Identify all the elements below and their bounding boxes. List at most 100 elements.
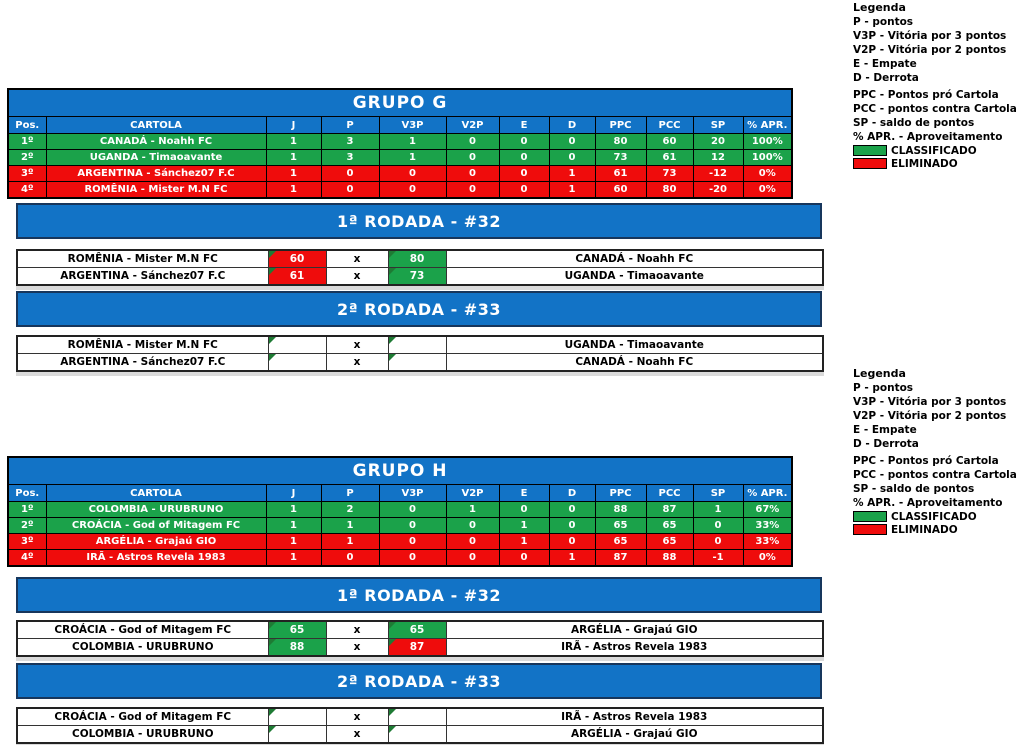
col-header-sp: SP <box>692 484 744 502</box>
sp-cell: -1 <box>692 549 744 567</box>
separator-cell: x <box>325 638 389 657</box>
home-team-cell: COLOMBIA - URUBRUNO <box>16 638 269 657</box>
excel-flag-icon <box>269 726 276 733</box>
col-header-pcc: PCC <box>645 484 694 502</box>
home-team-cell: COLOMBIA - URUBRUNO <box>16 725 269 744</box>
ppc-cell: 60 <box>594 181 647 199</box>
round-banner: 1ª RODADA - #32 <box>16 203 822 239</box>
standings-header-row: Pos. CARTOLA J P V3P V2P E D PPC PCC SP … <box>7 484 793 502</box>
away-score-cell[interactable]: 80 <box>387 249 447 268</box>
j-cell: 1 <box>265 517 322 534</box>
group-h-round-2-matches: CROÁCIA - God of Mitagem FC x IRÃ - Astr… <box>16 707 824 744</box>
legend-classified-row: CLASSIFICADO <box>853 144 1024 157</box>
away-score-cell[interactable] <box>387 725 447 744</box>
pos-cell: 2º <box>7 149 47 166</box>
away-team-cell: CANADÁ - Noahh FC <box>445 353 824 372</box>
legend-line: D - Derrota <box>853 72 919 84</box>
col-header-p: P <box>320 116 380 134</box>
v3p-cell: 0 <box>378 165 447 182</box>
j-cell: 1 <box>265 181 322 199</box>
legend-line: PCC - pontos contra Cartola <box>853 469 1017 481</box>
away-score-cell[interactable] <box>387 707 447 726</box>
home-score-cell[interactable] <box>267 725 327 744</box>
home-score: 61 <box>289 270 305 282</box>
legend-eliminated-row: ELIMINADO <box>853 157 1024 170</box>
legend-line: % APR. - Aproveitamento <box>853 131 1003 143</box>
d-cell: 0 <box>548 501 596 518</box>
match-row: CROÁCIA - God of Mitagem FC x IRÃ - Astr… <box>16 707 824 726</box>
pos-cell: 3º <box>7 165 47 182</box>
d-cell: 0 <box>548 517 596 534</box>
cartola-cell: UGANDA - Timaoavante <box>45 149 267 166</box>
sp-cell: -20 <box>692 181 744 199</box>
away-score-cell[interactable] <box>387 335 447 354</box>
j-cell: 1 <box>265 533 322 550</box>
eliminated-label: ELIMINADO <box>891 523 958 536</box>
e-cell: 0 <box>498 501 550 518</box>
e-cell: 1 <box>498 533 550 550</box>
away-score-cell[interactable]: 73 <box>387 267 447 286</box>
excel-flag-icon <box>389 709 396 716</box>
away-team-cell: UGANDA - Timaoavante <box>445 335 824 354</box>
home-score-cell[interactable]: 88 <box>267 638 327 657</box>
v2p-cell: 0 <box>445 149 500 166</box>
home-team-cell: ROMÊNIA - Mister M.N FC <box>16 249 269 268</box>
apr-cell: 67% <box>742 501 793 518</box>
legend-line: % APR. - Aproveitamento <box>853 497 1003 509</box>
excel-flag-icon <box>269 337 276 344</box>
cartola-cell: CROÁCIA - God of Mitagem FC <box>45 517 267 534</box>
pcc-cell: 60 <box>645 133 694 150</box>
standings-row: 3º ARGENTINA - Sánchez07 F.C 1 0 0 0 0 1… <box>7 165 793 182</box>
j-cell: 1 <box>265 165 322 182</box>
away-score-cell[interactable]: 65 <box>387 620 447 639</box>
home-score-cell[interactable]: 60 <box>267 249 327 268</box>
col-header-apr: % APR. <box>742 116 793 134</box>
v3p-cell: 1 <box>378 149 447 166</box>
home-team-cell: ARGENTINA - Sánchez07 F.C <box>16 353 269 372</box>
legend-line: V3P - Vitória por 3 pontos <box>853 396 1007 408</box>
excel-flag-icon <box>269 622 276 629</box>
pos-cell: 4º <box>7 549 47 567</box>
d-cell: 0 <box>548 133 596 150</box>
col-header-e: E <box>498 484 550 502</box>
col-header-v2p: V2P <box>445 116 500 134</box>
home-score-cell[interactable]: 61 <box>267 267 327 286</box>
excel-flag-icon <box>269 251 276 258</box>
d-cell: 1 <box>548 165 596 182</box>
match-row: ARGENTINA - Sánchez07 F.C 61 x 73 UGANDA… <box>16 267 824 286</box>
classified-label: CLASSIFICADO <box>891 510 977 523</box>
legend-line: SP - saldo de pontos <box>853 117 975 129</box>
home-score-cell[interactable] <box>267 353 327 372</box>
excel-flag-icon <box>269 639 276 646</box>
v2p-cell: 0 <box>445 517 500 534</box>
col-header-sp: SP <box>692 116 744 134</box>
round-title: 1ª RODADA - #32 <box>337 211 501 231</box>
group-title: GRUPO H <box>7 456 793 485</box>
round-banner: 2ª RODADA - #33 <box>16 291 822 327</box>
group-title: GRUPO G <box>7 88 793 117</box>
ppc-cell: 87 <box>594 549 647 567</box>
eliminated-swatch <box>853 158 887 169</box>
v2p-cell: 0 <box>445 165 500 182</box>
away-score-cell[interactable] <box>387 353 447 372</box>
apr-cell: 0% <box>742 549 793 567</box>
home-score-cell[interactable]: 65 <box>267 620 327 639</box>
home-score-cell[interactable] <box>267 707 327 726</box>
standings-row: 1º COLOMBIA - URUBRUNO 1 2 0 1 0 0 88 87… <box>7 501 793 518</box>
pcc-cell: 80 <box>645 181 694 199</box>
e-cell: 0 <box>498 165 550 182</box>
classified-swatch <box>853 511 887 522</box>
pos-cell: 4º <box>7 181 47 199</box>
e-cell: 0 <box>498 133 550 150</box>
legend-title: Legenda <box>853 1 906 14</box>
home-score-cell[interactable] <box>267 335 327 354</box>
col-header-j: J <box>265 116 322 134</box>
p-cell: 0 <box>320 549 380 567</box>
away-score-cell[interactable]: 87 <box>387 638 447 657</box>
home-score: 88 <box>289 641 305 653</box>
v3p-cell: 0 <box>378 549 447 567</box>
legend-block-top: Legenda P - pontos V3P - Vitória por 3 p… <box>853 1 1024 170</box>
d-cell: 0 <box>548 149 596 166</box>
excel-flag-icon <box>269 709 276 716</box>
separator-cell: x <box>325 620 389 639</box>
